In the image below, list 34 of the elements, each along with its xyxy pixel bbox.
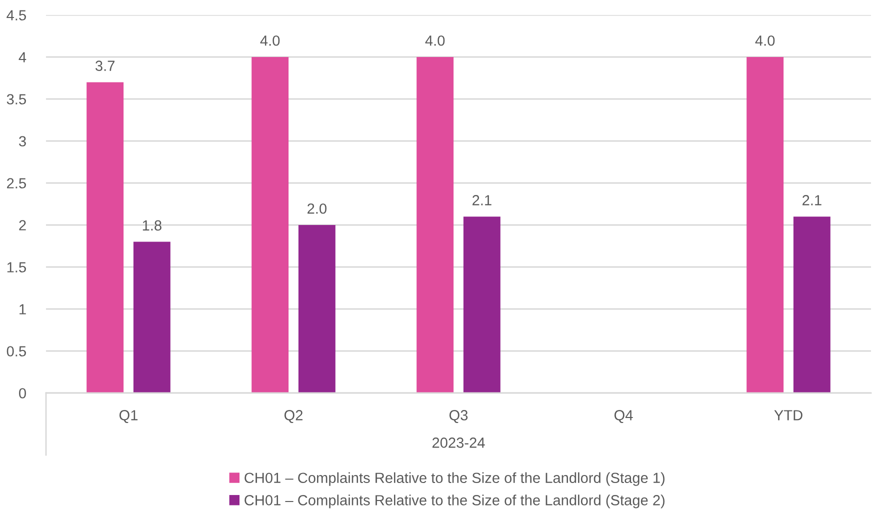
bar: [463, 216, 500, 393]
data-label: 4.0: [260, 35, 280, 46]
y-tick-label: 0.5: [6, 346, 26, 356]
bar: [416, 57, 454, 393]
data-label: 2.1: [472, 195, 492, 206]
y-tick-label: 2: [19, 220, 26, 230]
data-label: 4.0: [425, 35, 445, 46]
x-tick-label: Q1: [119, 410, 138, 423]
bar: [133, 242, 170, 393]
x-axis-title: 2023-24: [432, 438, 485, 448]
x-tick-label: Q3: [449, 410, 468, 423]
y-tick-label: 0: [19, 388, 26, 398]
x-tick-label: YTD: [774, 410, 802, 420]
y-tick-label: 3.5: [6, 94, 26, 104]
data-label: 1.8: [142, 220, 162, 231]
bar: [793, 216, 830, 393]
x-tick-label: Q4: [614, 410, 633, 423]
bar: [746, 57, 784, 393]
y-tick-label: 4.5: [6, 10, 26, 20]
y-tick-label: 2.5: [7, 178, 26, 188]
legend-label: CH01 – Complaints Relative to the Size of the Landlord (Stage 1): [244, 472, 664, 486]
bar: [298, 225, 336, 393]
bar: [252, 57, 289, 393]
data-label: 2.1: [802, 195, 822, 206]
y-tick-label: 4: [18, 52, 26, 62]
legend-label: CH01 – Complaints Relative to the Size of the Landlord (Stage 2): [244, 494, 664, 508]
y-tick-label: 1.5: [7, 262, 26, 272]
x-tick-label: Q2: [284, 410, 302, 423]
y-tick-label: 1: [20, 304, 26, 314]
bar: [86, 82, 124, 393]
data-label: 2.0: [308, 203, 326, 214]
data-label: 4.0: [755, 35, 775, 46]
data-label: 3.7: [95, 60, 114, 71]
y-tick-label: 3: [19, 136, 26, 146]
